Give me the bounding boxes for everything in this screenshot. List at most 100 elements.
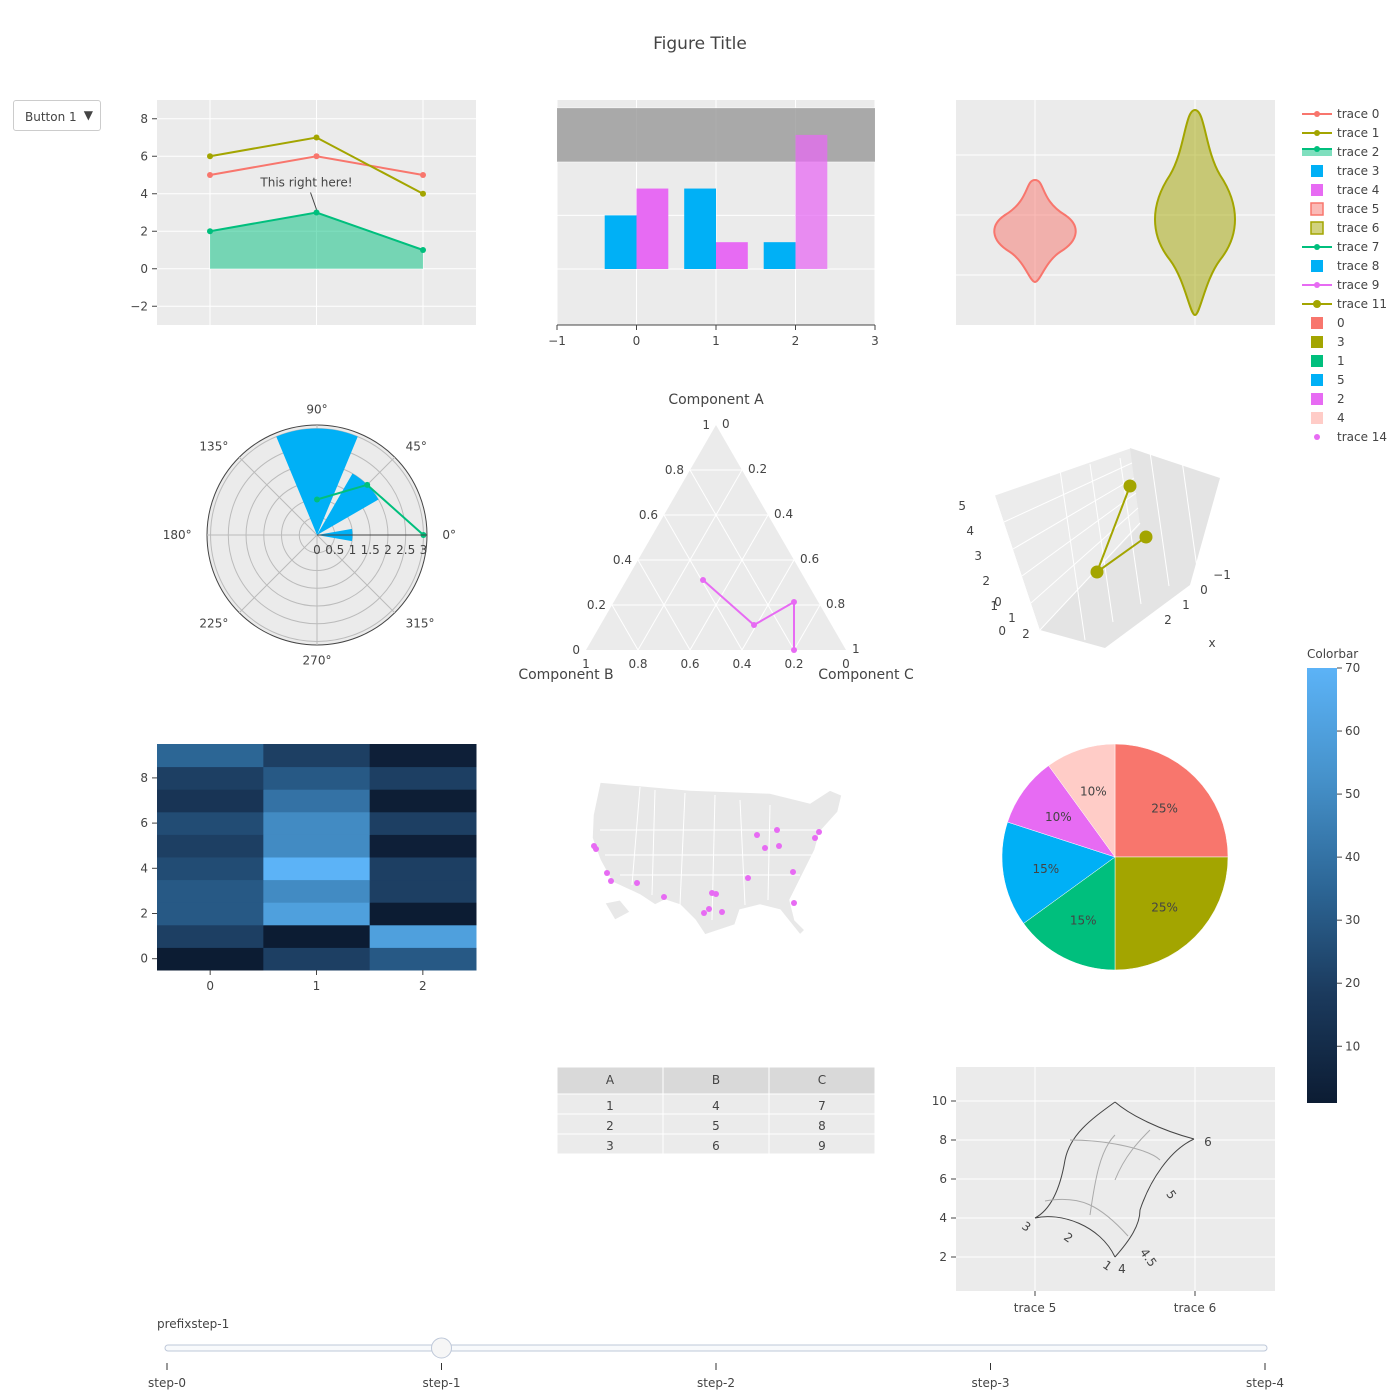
radial-tick-label: 1 xyxy=(349,543,357,557)
legend-item[interactable]: trace 1 xyxy=(1302,126,1379,140)
geo-marker xyxy=(812,835,818,841)
dropdown-menu-button[interactable]: Button 1 ▼ xyxy=(13,100,101,131)
gridline xyxy=(689,514,769,651)
legend-marker-icon xyxy=(1314,282,1320,288)
c-tick-label: 0 xyxy=(722,417,730,431)
gridline xyxy=(611,604,639,651)
y-tick-label: 8 xyxy=(140,112,148,126)
b-tick-label: 0.4 xyxy=(732,657,751,671)
data-point xyxy=(420,190,426,197)
state-border xyxy=(651,789,656,896)
legend-item[interactable]: trace 3 xyxy=(1311,164,1379,178)
a-tick-label: 1 xyxy=(702,418,710,432)
x-tick-label: 2 xyxy=(792,334,800,348)
legend-item[interactable]: 4 xyxy=(1311,411,1345,425)
angular-tick-label: 180° xyxy=(163,528,192,542)
y-tick-label: 0 xyxy=(994,595,1002,609)
bar xyxy=(604,215,637,269)
c-tick-label: 0.2 xyxy=(748,462,767,476)
angular-tick-label: 90° xyxy=(306,403,327,417)
table-subplot: A B C 1 4 7 2 5 8 3 6 9 xyxy=(556,1066,876,1155)
slider-rail[interactable] xyxy=(164,1344,1268,1352)
heatmap-cell xyxy=(157,924,264,948)
geo-marker xyxy=(762,845,768,851)
gridline xyxy=(637,559,691,651)
legend-item[interactable]: trace 5 xyxy=(1310,202,1379,216)
heatmap-cell xyxy=(369,789,477,813)
legend-label: 0 xyxy=(1337,316,1345,330)
colorbar-title: Colorbar xyxy=(1307,647,1358,661)
legend-swatch-icon xyxy=(1311,336,1323,348)
slider-step-label: step-1 xyxy=(423,1376,461,1390)
gridline xyxy=(1012,477,1135,550)
legend-item[interactable]: trace 11 xyxy=(1302,297,1387,311)
pie-slice-4 xyxy=(1048,743,1116,858)
radial-tick-label: 2 xyxy=(384,543,392,557)
legend-label: trace 6 xyxy=(1337,221,1379,235)
radial-tick-label: 0.5 xyxy=(325,543,344,557)
gridline xyxy=(1089,463,1114,623)
b-tick-label: 0.8 xyxy=(628,657,647,671)
gridline xyxy=(1039,522,1141,631)
legend: trace 0 trace 1 trace 2 trace 3 trace 4 trace… xyxy=(1302,107,1387,444)
carpet-outline xyxy=(1034,1101,1195,1258)
legend-item[interactable]: trace 14 xyxy=(1314,430,1387,444)
legend-item[interactable]: 1 xyxy=(1311,354,1345,368)
state-border xyxy=(739,799,746,906)
gridline xyxy=(1021,492,1137,577)
x-tick-label: −1 xyxy=(1213,568,1231,582)
legend-label: trace 7 xyxy=(1337,240,1379,254)
heatmap-cell xyxy=(369,947,477,971)
legend-marker-icon xyxy=(1314,111,1320,117)
legend-item[interactable]: 5 xyxy=(1311,373,1345,387)
x-tick-label: 0 xyxy=(1200,583,1208,597)
legend-item[interactable]: 0 xyxy=(1311,316,1345,330)
z-tick-label: 1 xyxy=(990,599,998,613)
heatmap-cell xyxy=(157,947,264,971)
legend-item[interactable]: trace 2 xyxy=(1302,145,1379,159)
legend-item[interactable]: trace 8 xyxy=(1311,259,1379,273)
angular-tick-label: 315° xyxy=(406,617,435,631)
geo-marker xyxy=(719,909,725,915)
pie-subplot: 25% 25% 15% 15% 10% 10% xyxy=(1001,743,1229,971)
gridline xyxy=(1149,451,1170,587)
heatmap-cell xyxy=(157,789,264,813)
geo-marker xyxy=(661,894,667,900)
legend-item[interactable]: 3 xyxy=(1311,335,1345,349)
heatmap-cell xyxy=(369,902,477,926)
table-header-cell xyxy=(662,1066,770,1095)
legend-item[interactable]: trace 6 xyxy=(1310,221,1379,235)
legend-swatch-icon xyxy=(1311,393,1323,405)
legend-item[interactable]: trace 0 xyxy=(1302,107,1379,121)
legend-item[interactable]: trace 7 xyxy=(1302,240,1379,254)
heatmap-cell xyxy=(369,811,477,835)
b-tick-label: 0.6 xyxy=(680,657,699,671)
legend-item[interactable]: trace 9 xyxy=(1302,278,1379,292)
heatmap-cell xyxy=(263,744,371,768)
heatmap-cell xyxy=(263,789,371,813)
slider: prefixstep-1 step-0 step-1 step-2 step-3 step… xyxy=(148,1317,1284,1390)
legend-label: 5 xyxy=(1337,373,1345,387)
bar xyxy=(795,134,828,269)
legend-marker-icon xyxy=(1314,130,1320,136)
heatmap-cell xyxy=(263,902,371,926)
legend-marker-icon xyxy=(1314,244,1320,250)
legend-item[interactable]: trace 4 xyxy=(1311,183,1379,197)
slider-handle[interactable] xyxy=(431,1337,452,1359)
gridline xyxy=(1119,457,1142,605)
x-tick-label: 1 xyxy=(1182,598,1190,612)
a-tick-label: 0.8 xyxy=(665,463,684,477)
x-tick-label: trace 6 xyxy=(1174,1301,1216,1315)
dropdown-menu-label: Button 1 xyxy=(25,110,77,124)
legend-label: trace 1 xyxy=(1337,126,1379,140)
y-tick-label: 4 xyxy=(939,1211,947,1225)
axis-title-b: Component B xyxy=(518,667,613,683)
bars-subplot: −1 0 1 2 3 xyxy=(548,53,879,348)
legend-item[interactable]: 2 xyxy=(1311,392,1345,406)
a-tick-label: 0.6 xyxy=(639,508,658,522)
table-cell-text: 3 xyxy=(606,1139,614,1153)
heatmap-cell xyxy=(263,947,371,971)
gridline xyxy=(741,559,795,651)
heatmap-cell xyxy=(157,744,264,768)
y-tick-label: 2 xyxy=(140,224,148,238)
